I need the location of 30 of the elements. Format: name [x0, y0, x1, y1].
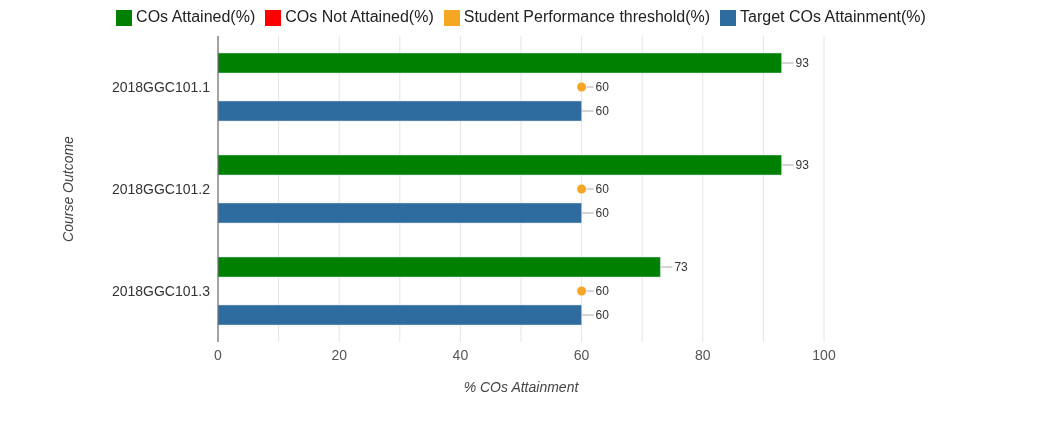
- bar: [218, 154, 782, 176]
- bar: [218, 202, 582, 224]
- x-tick-label: 80: [695, 346, 711, 363]
- legend-label: Target COs Attainment(%): [740, 8, 926, 25]
- data-label: 60: [595, 284, 610, 298]
- bar: [218, 256, 661, 278]
- data-label: 93: [795, 56, 810, 70]
- x-tick-label: 100: [812, 346, 836, 363]
- data-label: 60: [595, 80, 610, 94]
- y-tick-label: 2018GGC101.2: [111, 180, 211, 197]
- data-label: 73: [674, 260, 689, 274]
- data-label: 60: [595, 206, 610, 220]
- x-tick-label: 40: [452, 346, 469, 363]
- x-tick-label: 60: [573, 346, 590, 363]
- x-tick-label: 0: [214, 346, 223, 363]
- legend-label: Student Performance threshold(%): [463, 8, 711, 25]
- bar: [218, 100, 582, 122]
- x-tick-label: 20: [331, 346, 348, 363]
- bar: [218, 304, 582, 326]
- y-tick-label: 2018GGC101.1: [111, 78, 211, 95]
- data-label: 93: [795, 158, 810, 172]
- data-label: 60: [595, 308, 610, 322]
- y-tick-label: 2018GGC101.3: [111, 282, 211, 299]
- bar: [218, 52, 782, 74]
- legend-label: COs Attained(%): [136, 8, 256, 25]
- x-axis-title: % COs Attainment: [463, 379, 580, 395]
- y-axis-title: Course Outcome: [59, 135, 76, 242]
- data-label: 60: [595, 104, 610, 118]
- data-label: 60: [595, 182, 610, 196]
- legend-label: COs Not Attained(%): [285, 8, 434, 25]
